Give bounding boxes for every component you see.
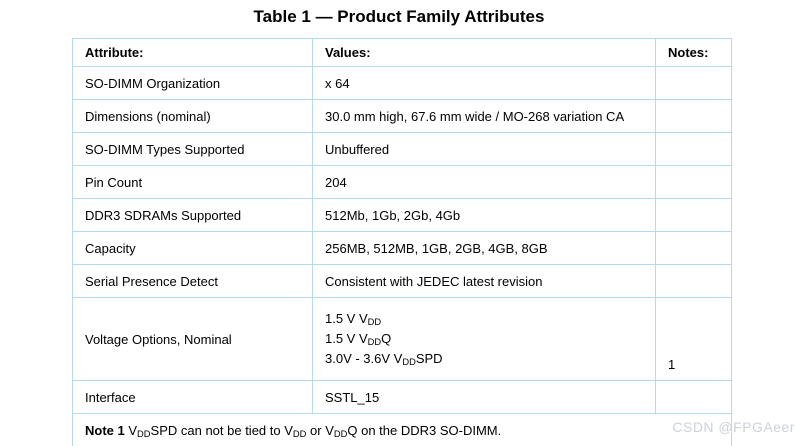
attribute-cell: DDR3 SDRAMs Supported <box>72 198 313 232</box>
footnote-cell: Note 1 VDDSPD can not be tied to VDD or … <box>72 413 732 446</box>
note-cell <box>655 231 732 265</box>
attribute-cell: Voltage Options, Nominal <box>72 297 313 381</box>
column-header-attribute: Attribute: <box>72 38 313 67</box>
value-line: 1.5 V VDD <box>325 310 382 328</box>
attribute-cell: Serial Presence Detect <box>72 264 313 298</box>
table-row: SO-DIMM Organization x 64 <box>72 66 732 100</box>
note-cell <box>655 198 732 232</box>
table-row: Serial Presence Detect Consistent with JE… <box>72 264 732 298</box>
value-cell: 1.5 V VDD 1.5 V VDDQ 3.0V - 3.6V VDDSPD <box>312 297 656 381</box>
value-cell: 30.0 mm high, 67.6 mm wide / MO-268 vari… <box>312 99 656 133</box>
header-row: Attribute: Values: Notes: <box>72 38 732 67</box>
table-row: Voltage Options, Nominal 1.5 V VDD 1.5 V V… <box>72 297 732 381</box>
note-cell <box>655 66 732 100</box>
value-cell: Consistent with JEDEC latest revision <box>312 264 656 298</box>
table-title: Table 1 — Product Family Attributes <box>253 7 545 26</box>
attribute-cell: Interface <box>72 380 313 414</box>
table-row: SO-DIMM Types Supported Unbuffered <box>72 132 732 166</box>
attribute-cell: SO-DIMM Organization <box>72 66 313 100</box>
note-cell <box>655 99 732 133</box>
attribute-cell: Dimensions (nominal) <box>72 99 313 133</box>
product-family-attributes-table: Attribute: Values: Notes: SO-DIMM Organi… <box>72 38 732 446</box>
column-header-values: Values: <box>312 38 656 67</box>
table-row: Capacity 256MB, 512MB, 1GB, 2GB, 4GB, 8GB <box>72 231 732 265</box>
value-cell: 512Mb, 1Gb, 2Gb, 4Gb <box>312 198 656 232</box>
value-cell: 256MB, 512MB, 1GB, 2GB, 4GB, 8GB <box>312 231 656 265</box>
attribute-cell: Capacity <box>72 231 313 265</box>
value-line: 1.5 V VDDQ <box>325 330 392 348</box>
attribute-cell: Pin Count <box>72 165 313 199</box>
table-row: DDR3 SDRAMs Supported 512Mb, 1Gb, 2Gb, 4G… <box>72 198 732 232</box>
value-cell: Unbuffered <box>312 132 656 166</box>
note-cell <box>655 132 732 166</box>
csdn-watermark: CSDN @FPGAeer <box>672 419 795 435</box>
value-cell: SSTL_15 <box>312 380 656 414</box>
column-header-notes: Notes: <box>655 38 732 67</box>
footnote-row: Note 1 VDDSPD can not be tied to VDD or … <box>72 413 732 446</box>
footnote-text: VDDSPD can not be tied to VDD or VDDQ on… <box>124 422 502 440</box>
note-cell: 1 <box>655 297 732 381</box>
note-cell <box>655 165 732 199</box>
value-line: 3.0V - 3.6V VDDSPD <box>325 350 443 368</box>
table-body: SO-DIMM Organization x 64 Dimensions (nomi… <box>72 66 732 414</box>
value-cell: 204 <box>312 165 656 199</box>
attribute-cell: SO-DIMM Types Supported <box>72 132 313 166</box>
table-row: Pin Count 204 <box>72 165 732 199</box>
value-cell: x 64 <box>312 66 656 100</box>
footnote-label: Note 1 <box>85 422 125 438</box>
table-row: Dimensions (nominal) 30.0 mm high, 67.6 m… <box>72 99 732 133</box>
note-cell <box>655 380 732 414</box>
table-row: Interface SSTL_15 <box>72 380 732 414</box>
note-cell <box>655 264 732 298</box>
